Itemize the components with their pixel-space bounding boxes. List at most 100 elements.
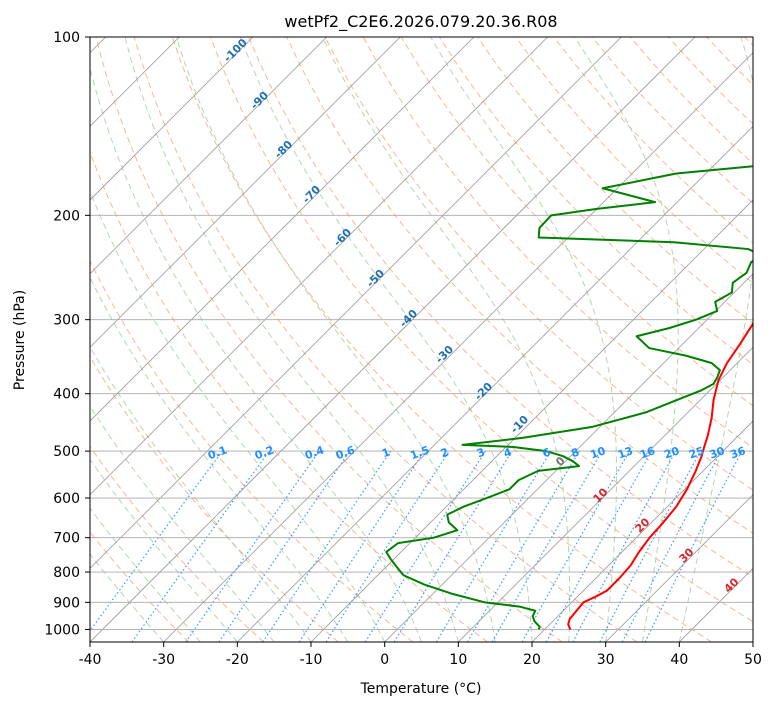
x-tick-label: 10 xyxy=(449,652,467,668)
mixing-ratio-label: 4 xyxy=(502,445,514,460)
moist-adiabat xyxy=(90,66,422,642)
isotherm xyxy=(90,37,548,496)
y-tick-label: 200 xyxy=(53,208,80,224)
y-tick-label: 700 xyxy=(53,531,80,547)
mixing-ratio-line xyxy=(644,450,743,642)
chart-title: wetPf2_C2E6.2026.079.20.36.R08 xyxy=(284,12,557,32)
dry-adiabat xyxy=(286,37,753,534)
x-tick-label: 30 xyxy=(597,652,615,668)
isotherm xyxy=(90,37,401,348)
mixing-ratio-label: 13 xyxy=(616,444,635,461)
dry-adiabat xyxy=(248,37,753,578)
mixing-ratio-label: 1 xyxy=(380,445,392,460)
mixing-ratio-label: 0.6 xyxy=(334,443,357,462)
mixing-ratio-line xyxy=(262,450,392,642)
mixing-ratio-line xyxy=(325,450,450,642)
y-tick-label: 100 xyxy=(53,30,80,46)
y-tick-label: 400 xyxy=(53,387,80,403)
isotherm xyxy=(605,494,753,642)
x-tick-label: -10 xyxy=(300,652,323,668)
isotherm xyxy=(163,52,753,642)
mixing-ratio-line xyxy=(298,450,425,642)
mixing-ratio-label: 3 xyxy=(475,445,487,460)
isotherm xyxy=(90,37,622,569)
isotherm xyxy=(531,420,753,642)
moist-adiabat xyxy=(678,37,753,642)
dry-adiabat xyxy=(90,356,339,642)
mixing-ratio-label: 6 xyxy=(541,445,553,460)
mixing-ratio-line xyxy=(218,450,351,642)
x-tick-label: 20 xyxy=(523,652,541,668)
dry-adiabat xyxy=(171,37,712,642)
moist-adiabat xyxy=(90,405,275,642)
y-tick-label: 300 xyxy=(53,313,80,329)
mixing-ratio-label: 10 xyxy=(589,444,608,462)
x-axis-label: Temperature (°C) xyxy=(360,681,482,697)
plot-frame xyxy=(89,36,754,643)
y-tick-label: 500 xyxy=(53,444,80,460)
profiles xyxy=(385,165,753,630)
moist-adiabat xyxy=(90,507,201,642)
mixing-ratio-label: 2 xyxy=(439,445,451,460)
y-axis-label: Pressure (hPa) xyxy=(12,290,28,390)
mixing-ratio-label: 16 xyxy=(638,444,657,462)
y-tick-label: 800 xyxy=(53,565,80,581)
x-axis: -40 -30 -20 -10 0 10 20 30 40 50 xyxy=(79,642,762,668)
mixing-ratio-line xyxy=(572,450,677,642)
mixing-ratio-line xyxy=(545,450,653,642)
moist-adiabat xyxy=(90,553,165,642)
moist-adiabat xyxy=(175,37,496,642)
mixing-ratio-label: 36 xyxy=(728,444,747,462)
mixing-ratio-label: 0.1 xyxy=(206,443,229,462)
x-tick-label: -40 xyxy=(79,652,102,668)
moist-adiabat xyxy=(322,37,571,642)
dewpoint-profile-line xyxy=(385,165,753,630)
mixing-ratio-line xyxy=(393,450,513,642)
mixing-ratio-line xyxy=(90,450,223,632)
x-tick-label: 0 xyxy=(380,652,389,668)
mixing-ratio-label: 20 xyxy=(662,444,681,462)
moist-adiabat xyxy=(574,37,679,642)
y-axis: 1000 900 800 700 600 500 400 300 200 100 xyxy=(44,30,90,638)
isotherm xyxy=(90,37,254,201)
moist-adiabat xyxy=(430,37,618,642)
mixing-ratio-line xyxy=(521,450,631,642)
isotherm xyxy=(90,37,696,642)
temperature-profile-line xyxy=(567,321,753,630)
dry-adiabat xyxy=(324,37,753,491)
moist-adiabat xyxy=(124,37,459,642)
mixing-ratio-label: 30 xyxy=(708,444,727,462)
dry-adiabat xyxy=(95,37,563,642)
line-labels: 0.1 0.2 0.4 0.6 1 1.5 2 3 4 6 8 10 13 16 20 25 30 36-100-… xyxy=(206,36,748,596)
x-tick-label: 50 xyxy=(744,652,762,668)
x-tick-label: -30 xyxy=(152,652,175,668)
y-tick-label: 1000 xyxy=(44,622,80,638)
moist-adiabat xyxy=(90,276,349,642)
isotherm xyxy=(458,346,753,642)
dry-adiabat xyxy=(90,259,414,642)
isotherm xyxy=(90,37,475,422)
y-tick-label: 600 xyxy=(53,491,80,507)
mixing-ratio-line xyxy=(185,450,320,642)
dry-adiabat xyxy=(210,37,753,623)
dry-adiabat xyxy=(515,37,753,284)
mixing-ratio-label: 0.2 xyxy=(253,443,276,462)
mixing-ratio-label: 0.4 xyxy=(303,443,326,462)
moist-adiabat xyxy=(90,189,386,642)
mixing-ratio-line xyxy=(131,450,270,642)
mixing-ratio-label: 8 xyxy=(569,445,581,460)
y-tick-label: 900 xyxy=(53,595,80,611)
moist-adiabat xyxy=(239,37,533,642)
isotherm xyxy=(237,125,753,642)
dry-adiabat xyxy=(90,445,264,642)
isotherm xyxy=(384,273,753,642)
x-tick-label: -20 xyxy=(226,652,249,668)
mixing-ratio-label: 1.5 xyxy=(408,443,431,462)
mixing-ratio-label: 25 xyxy=(687,444,706,461)
isotherm xyxy=(90,37,327,275)
moist-adiabat xyxy=(90,458,238,642)
background-lines xyxy=(90,37,753,642)
x-tick-label: 40 xyxy=(670,652,688,668)
